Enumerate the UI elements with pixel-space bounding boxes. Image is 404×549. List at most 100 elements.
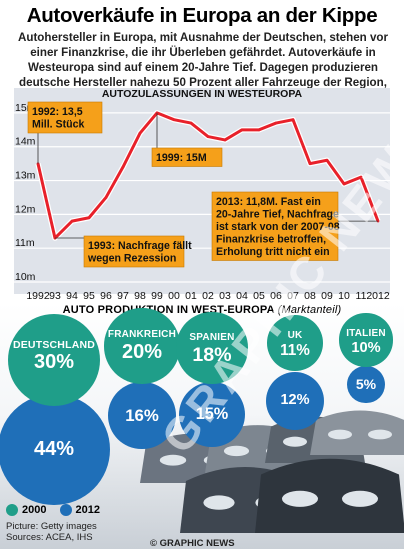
annotation-text-1992: 1992: 13,5 bbox=[32, 106, 83, 118]
x-tick-06: 06 bbox=[270, 290, 282, 302]
y-tick-14m: 14m bbox=[15, 136, 36, 148]
x-tick-09: 09 bbox=[321, 290, 333, 302]
data-point-2010 bbox=[342, 182, 346, 186]
annotation-box-1999 bbox=[151, 147, 223, 167]
x-tick-93: 93 bbox=[49, 290, 61, 302]
x-tick-94: 94 bbox=[66, 290, 78, 302]
x-tick-03: 03 bbox=[219, 290, 231, 302]
bubble-2012-italien bbox=[347, 365, 385, 404]
legend-dot-2012 bbox=[59, 504, 72, 517]
car-silhouette-3 bbox=[310, 410, 404, 455]
y-tick-12m: 12m bbox=[15, 203, 36, 215]
bubble-label-uk: UK bbox=[287, 330, 303, 342]
x-tick-98: 98 bbox=[134, 290, 146, 302]
credit-picture: Picture: Getty images bbox=[6, 521, 97, 532]
data-point-2009 bbox=[325, 158, 329, 162]
bubble-value-2012-frankreich: 16% bbox=[125, 405, 159, 425]
x-tick-04: 04 bbox=[236, 290, 248, 302]
car-headlight-left-4 bbox=[203, 495, 235, 510]
legend-label-2012: 2012 bbox=[75, 504, 101, 516]
bubble-label-deutschland: DEUTSCHLAND bbox=[12, 339, 96, 352]
annotation-text-2012: 20-Jahre Tief, Nachfrage bbox=[216, 209, 339, 221]
car-headlight-left-5 bbox=[282, 490, 318, 507]
intro-text: Autohersteller in Europa, mit Ausnahme d… bbox=[17, 31, 388, 104]
car-headlight-left-0 bbox=[159, 454, 187, 466]
x-tick-97: 97 bbox=[117, 290, 129, 302]
annotation-text-1999: 1999: 15M bbox=[156, 152, 207, 164]
x-tick-02: 02 bbox=[202, 290, 214, 302]
data-point-1996 bbox=[104, 196, 108, 199]
x-tick-2012: 2012 bbox=[366, 290, 390, 302]
bubble-2000-frankreich bbox=[104, 308, 180, 384]
x-tick-00: 00 bbox=[168, 290, 180, 302]
data-point-2007 bbox=[291, 118, 295, 121]
bubble-2000-uk bbox=[267, 315, 323, 371]
legend-item-2000: 2000 bbox=[6, 504, 47, 517]
x-tick-07: 07 bbox=[287, 290, 299, 302]
data-point-1995 bbox=[87, 216, 91, 220]
bubble-2012-uk bbox=[265, 372, 325, 431]
annotation-text-2012: ist stark von der 2007-08 bbox=[216, 221, 340, 233]
bubble-value-2012-uk: 12% bbox=[280, 392, 310, 409]
annotation-text-2012: Finanzkrise betroffen, bbox=[216, 234, 326, 246]
x-tick-08: 08 bbox=[304, 290, 316, 302]
data-point-1997 bbox=[121, 165, 125, 169]
y-tick-13m: 13m bbox=[15, 170, 36, 182]
bubble-value-2000-deutschland: 30% bbox=[33, 351, 74, 374]
data-point-2003 bbox=[223, 138, 227, 142]
bubble-value-2000-frankreich: 20% bbox=[121, 341, 162, 364]
data-point-2011 bbox=[359, 175, 363, 179]
y-tick-10m: 10m bbox=[15, 271, 36, 283]
bubble-2012-spanien bbox=[179, 381, 245, 447]
annotation-box-1992 bbox=[27, 101, 103, 134]
y-tick-11m: 11m bbox=[15, 237, 35, 249]
data-point-2001 bbox=[189, 121, 193, 125]
annotation-text-2012: 2013: 11,8M. Fast ein bbox=[216, 196, 321, 208]
annotation-text-1993: 1993: Nachfrage fällt bbox=[88, 240, 192, 252]
x-tick-01: 01 bbox=[185, 290, 197, 302]
annotation-text-1993: wegen Rezession bbox=[87, 253, 176, 265]
x-tick-05: 05 bbox=[253, 290, 265, 302]
registrations-chart-panel: 10m 11m 12m 13m 14m 15m AUTOZULASSUNGEN IN WES… bbox=[14, 88, 390, 302]
data-point-1998 bbox=[138, 131, 142, 135]
bubble-2000-deutschland bbox=[7, 313, 100, 406]
bubble-value-2000-spanien: 18% bbox=[192, 343, 232, 366]
bubble-value-2012-italien: 5% bbox=[355, 376, 377, 393]
car-headlight-left-2 bbox=[283, 436, 307, 447]
legend-item-2012: 2012 bbox=[59, 504, 101, 517]
car-headlight-left-3 bbox=[328, 429, 352, 440]
x-tick-95: 95 bbox=[83, 290, 95, 302]
credit-brand: © GRAPHIC NEWS bbox=[150, 538, 235, 549]
x-tick-96: 96 bbox=[100, 290, 112, 302]
x-tick-99: 99 bbox=[151, 290, 163, 302]
data-point-1994 bbox=[70, 219, 74, 223]
car-silhouette-5 bbox=[255, 458, 404, 533]
data-point-2000 bbox=[172, 118, 176, 121]
x-tick-1992: 1992 bbox=[26, 290, 50, 302]
production-subtitle: (Marktanteil) bbox=[277, 304, 342, 316]
car-headlight-right-5 bbox=[342, 490, 378, 507]
annotation-box-2012 bbox=[211, 191, 339, 261]
x-tick-11: 11 bbox=[356, 290, 367, 302]
chart-title: AUTOZULASSUNGEN IN WESTEUROPA bbox=[102, 88, 303, 100]
legend-dot-2000 bbox=[6, 504, 18, 517]
bubble-value-2000-uk: 11% bbox=[280, 342, 310, 360]
data-point-2004 bbox=[240, 128, 244, 132]
annotation-box-1993 bbox=[83, 235, 185, 268]
data-point-2005 bbox=[257, 128, 261, 132]
legend: 2000 2012 bbox=[6, 504, 101, 517]
page-title: Autoverkäufe in Europa an der Kippe bbox=[26, 4, 378, 27]
legend-label-2000: 2000 bbox=[22, 504, 47, 516]
bubble-label-spanien: SPANIEN bbox=[189, 331, 235, 343]
data-point-1999 bbox=[155, 111, 159, 115]
data-point-2006 bbox=[274, 121, 278, 125]
bubble-value-2000-italien: 10% bbox=[351, 340, 381, 357]
bubble-2000-spanien bbox=[176, 312, 248, 384]
data-point-2002 bbox=[206, 135, 210, 138]
bubble-2000-italien bbox=[339, 313, 393, 367]
bubble-2012-frankreich bbox=[108, 382, 176, 450]
credit-sources: Sources: ACEA, IHS bbox=[6, 532, 93, 543]
bubble-value-2012-spanien: 15% bbox=[195, 404, 229, 423]
